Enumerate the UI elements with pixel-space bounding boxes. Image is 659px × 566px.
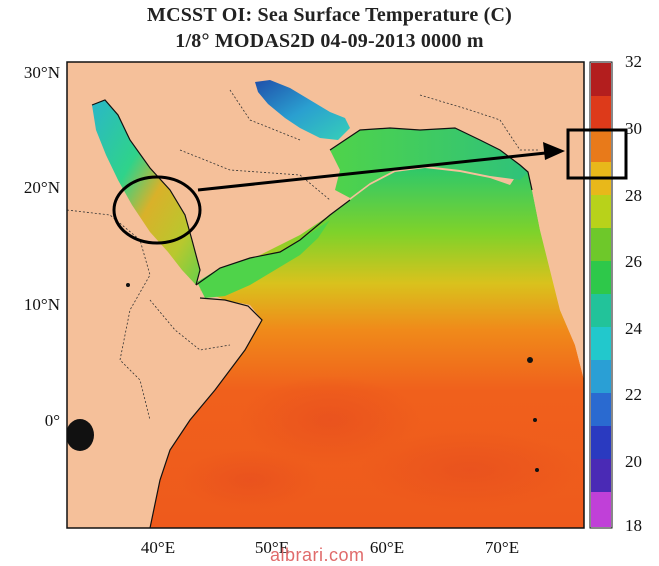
colorbar-label-30: 30 (625, 119, 642, 138)
gulf-of-aden (197, 220, 330, 298)
map-title-line2: 1/8° MODAS2D 04-09-2013 0000 m (175, 30, 484, 52)
lon-label-70e: 70°E (484, 538, 520, 557)
red-sea (92, 100, 200, 285)
map-frame (66, 61, 585, 529)
lake-victoria (67, 419, 94, 451)
highlight-circle (112, 175, 202, 245)
persian-gulf (255, 80, 350, 140)
colorbar-label-32: 32 (625, 52, 642, 71)
colorbar-label-22: 22 (625, 385, 642, 404)
colorbar-label-20: 20 (625, 452, 642, 471)
watermark: albrari.com (270, 545, 365, 565)
lat-label-eq: 0° (44, 411, 60, 430)
colorbar-label-24: 24 (625, 319, 642, 338)
colorbar-label-18: 18 (625, 516, 642, 535)
colorbar-label-28: 28 (625, 186, 642, 205)
arrowhead (543, 142, 565, 160)
lon-label-50e: 50°E (254, 538, 290, 557)
colorbar-highlight-box (566, 128, 628, 180)
map-plot-area (67, 62, 584, 528)
lat-label-20n: 20°N (23, 178, 60, 197)
india (528, 150, 584, 380)
colorbar-label-26: 26 (625, 252, 642, 271)
colorbar (566, 61, 628, 529)
lat-label-10n: 10°N (23, 295, 60, 314)
lon-label-40e: 40°E (140, 538, 176, 557)
lon-label-60e: 60°E (369, 538, 405, 557)
map-title-line1: MCSST OI: Sea Surface Temperature (C) (147, 4, 512, 26)
lat-label-30n: 30°N (23, 63, 60, 82)
pointer-arrow (197, 150, 556, 192)
africa-coast (67, 298, 262, 528)
gulf-of-oman (330, 128, 528, 198)
